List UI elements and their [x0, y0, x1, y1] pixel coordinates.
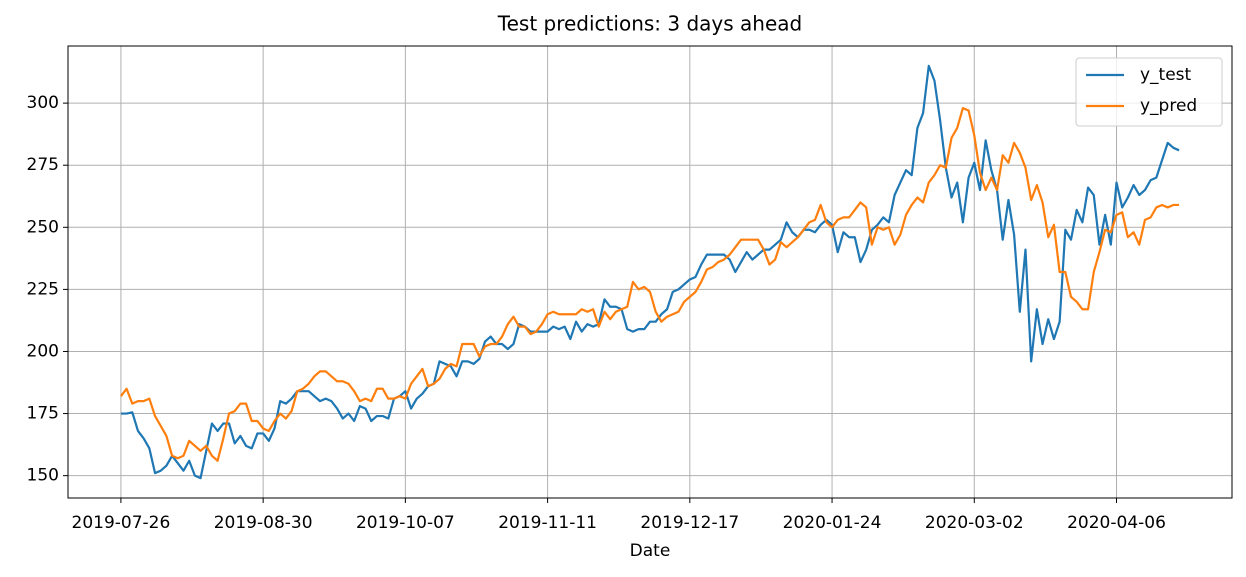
y-tick-label: 150	[27, 466, 59, 486]
x-axis-label: Date	[630, 541, 671, 561]
x-tick-label: 2020-04-06	[1067, 513, 1166, 533]
legend-label: y_pred	[1140, 96, 1197, 116]
legend-label: y_test	[1140, 65, 1192, 85]
y-tick-label: 200	[27, 341, 59, 361]
x-tick-label: 2020-03-02	[925, 513, 1024, 533]
x-tick-label: 2019-08-30	[214, 513, 313, 533]
y-tick-label: 250	[27, 217, 59, 237]
y-tick-label: 175	[27, 404, 59, 424]
x-tick-label: 2019-12-17	[640, 513, 739, 533]
plot-frame	[67, 45, 1233, 499]
x-tick-label: 2019-07-26	[72, 513, 171, 533]
x-tick-label: 2019-10-07	[356, 513, 455, 533]
x-tick-label: 2020-01-24	[783, 513, 882, 533]
chart-title: Test predictions: 3 days ahead	[497, 12, 802, 36]
series-line	[120, 64, 1180, 480]
series-line	[120, 106, 1180, 462]
y-tick-label: 275	[27, 155, 59, 175]
y-tick-label: 225	[27, 279, 59, 299]
y-tick-label: 300	[27, 93, 59, 113]
x-tick-label: 2019-11-11	[498, 513, 597, 533]
